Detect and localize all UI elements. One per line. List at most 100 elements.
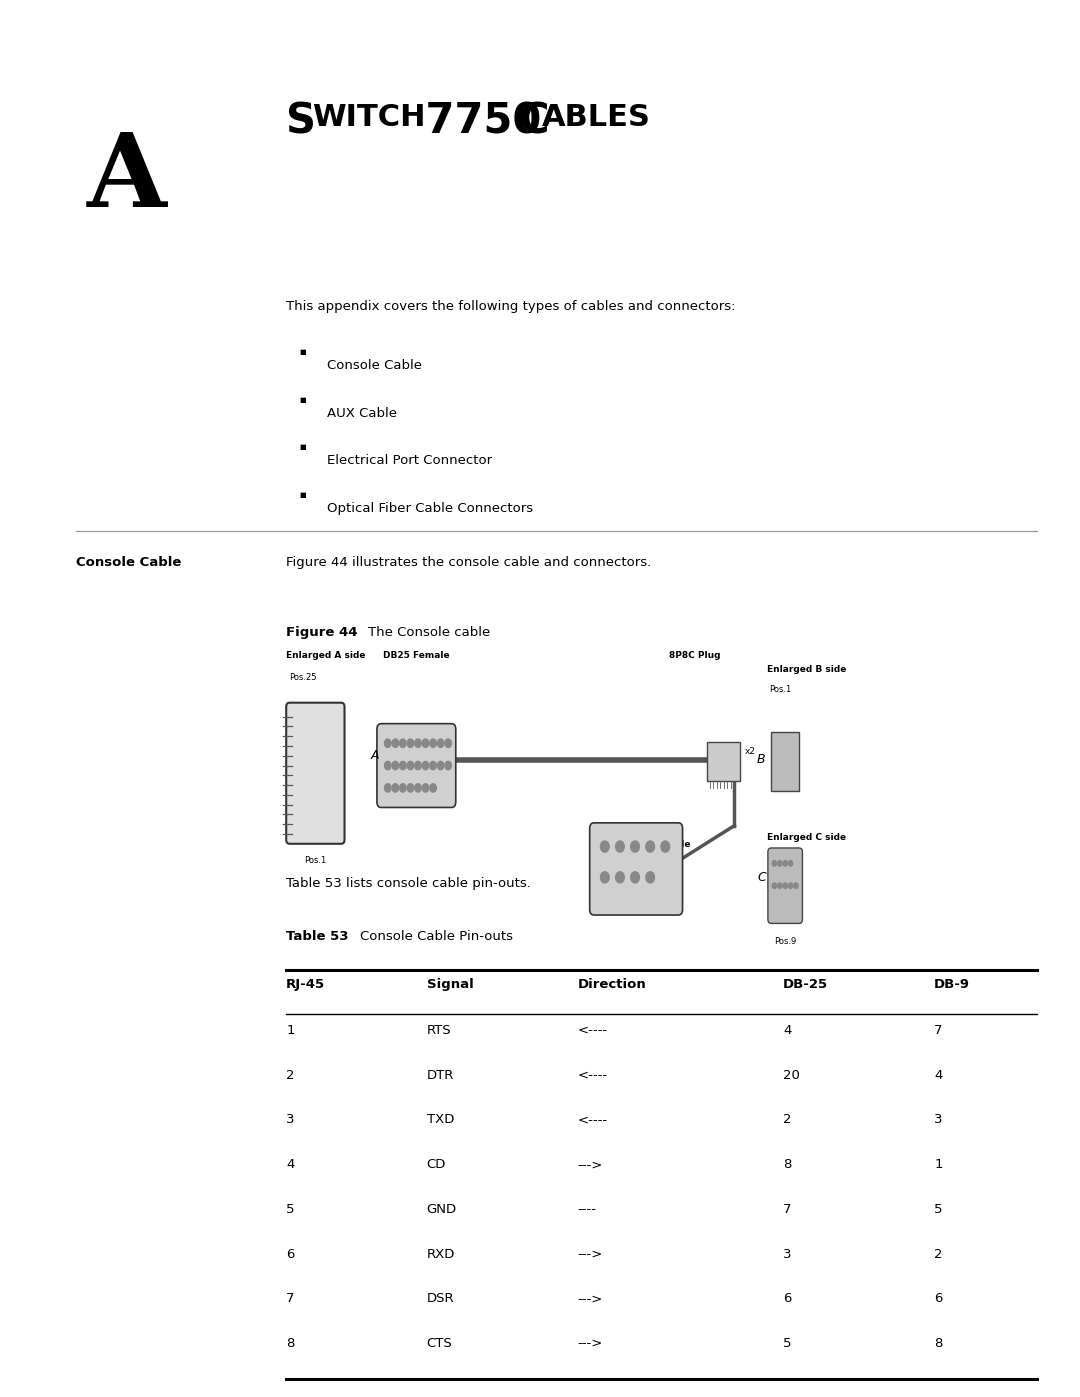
- Bar: [707, 742, 740, 781]
- Circle shape: [794, 883, 798, 888]
- Text: 1: 1: [286, 1024, 295, 1037]
- Circle shape: [400, 761, 406, 770]
- Circle shape: [384, 761, 391, 770]
- Circle shape: [646, 872, 654, 883]
- Text: Pos.1: Pos.1: [769, 852, 791, 861]
- Circle shape: [772, 861, 777, 866]
- Text: Enlarged C side: Enlarged C side: [767, 833, 846, 841]
- Text: DTR: DTR: [427, 1069, 454, 1081]
- Text: A: A: [370, 749, 379, 763]
- Text: 8P8C Plug: 8P8C Plug: [669, 651, 720, 659]
- Text: 4: 4: [783, 1024, 792, 1037]
- Circle shape: [778, 861, 782, 866]
- Text: DB-9: DB-9: [934, 978, 970, 990]
- Text: --->: --->: [578, 1158, 603, 1171]
- Text: DB-25: DB-25: [783, 978, 828, 990]
- Text: ■: ■: [299, 397, 306, 402]
- Circle shape: [600, 841, 609, 852]
- Text: RTS: RTS: [427, 1024, 451, 1037]
- Circle shape: [778, 883, 782, 888]
- Circle shape: [631, 872, 639, 883]
- Text: 7: 7: [286, 1292, 295, 1305]
- Text: 1: 1: [934, 1158, 943, 1171]
- Circle shape: [788, 861, 793, 866]
- Circle shape: [400, 784, 406, 792]
- Circle shape: [430, 784, 436, 792]
- Text: Console Cable Pin-outs: Console Cable Pin-outs: [360, 930, 513, 943]
- Text: --->: --->: [578, 1292, 603, 1305]
- Circle shape: [407, 761, 414, 770]
- Circle shape: [392, 784, 399, 792]
- Text: This appendix covers the following types of cables and connectors:: This appendix covers the following types…: [286, 300, 735, 313]
- Text: 2: 2: [934, 1248, 943, 1260]
- Text: S: S: [286, 101, 316, 142]
- Circle shape: [384, 739, 391, 747]
- Text: Signal: Signal: [427, 978, 473, 990]
- Circle shape: [430, 739, 436, 747]
- Circle shape: [616, 841, 624, 852]
- FancyBboxPatch shape: [590, 823, 683, 915]
- Circle shape: [783, 883, 787, 888]
- Text: 7750: 7750: [411, 101, 556, 142]
- Text: ----: ----: [578, 1203, 597, 1215]
- Text: <----: <----: [578, 1069, 608, 1081]
- Text: Optical Fiber Cable Connectors: Optical Fiber Cable Connectors: [327, 502, 534, 514]
- Text: DSR: DSR: [427, 1292, 455, 1305]
- Text: 4: 4: [286, 1158, 295, 1171]
- Text: Console Cable: Console Cable: [327, 359, 422, 372]
- Text: CTS: CTS: [427, 1337, 453, 1350]
- FancyBboxPatch shape: [286, 703, 345, 844]
- Circle shape: [445, 739, 451, 747]
- Text: Pos.25: Pos.25: [288, 673, 316, 682]
- Text: ■: ■: [299, 492, 306, 497]
- Text: 6: 6: [783, 1292, 792, 1305]
- Circle shape: [661, 841, 670, 852]
- Text: Figure 44 illustrates the console cable and connectors.: Figure 44 illustrates the console cable …: [286, 556, 651, 569]
- Text: WITCH: WITCH: [312, 103, 426, 133]
- Text: ■: ■: [299, 444, 306, 450]
- FancyBboxPatch shape: [377, 724, 456, 807]
- Text: ABLES: ABLES: [542, 103, 651, 133]
- Circle shape: [400, 739, 406, 747]
- Circle shape: [772, 883, 777, 888]
- Text: TXD: TXD: [427, 1113, 454, 1126]
- Text: A: A: [86, 129, 166, 228]
- Circle shape: [422, 761, 429, 770]
- Text: x2: x2: [745, 747, 756, 756]
- Text: Enlarged A side: Enlarged A side: [286, 651, 366, 659]
- Text: The Console cable: The Console cable: [368, 626, 490, 638]
- Bar: [771, 732, 799, 791]
- Circle shape: [415, 761, 421, 770]
- Circle shape: [430, 761, 436, 770]
- Text: Table 53 lists console cable pin-outs.: Table 53 lists console cable pin-outs.: [286, 877, 531, 890]
- Text: 8: 8: [934, 1337, 943, 1350]
- Text: --->: --->: [578, 1248, 603, 1260]
- Text: RXD: RXD: [427, 1248, 455, 1260]
- Circle shape: [437, 739, 444, 747]
- Text: 8: 8: [783, 1158, 792, 1171]
- Text: GND: GND: [427, 1203, 457, 1215]
- Circle shape: [600, 872, 609, 883]
- Text: DB9 Female: DB9 Female: [630, 840, 690, 848]
- Text: Table 53: Table 53: [286, 930, 349, 943]
- Text: C: C: [757, 870, 766, 884]
- Text: 6: 6: [286, 1248, 295, 1260]
- Text: 8: 8: [286, 1337, 295, 1350]
- Circle shape: [415, 739, 421, 747]
- Text: 5: 5: [783, 1337, 792, 1350]
- Text: Electrical Port Connector: Electrical Port Connector: [327, 454, 492, 467]
- Text: RJ-45: RJ-45: [286, 978, 325, 990]
- Text: <----: <----: [578, 1113, 608, 1126]
- Text: Pos.1: Pos.1: [769, 685, 791, 693]
- Text: 20: 20: [783, 1069, 800, 1081]
- Circle shape: [422, 784, 429, 792]
- Text: Direction: Direction: [578, 978, 647, 990]
- Circle shape: [646, 841, 654, 852]
- Text: 5: 5: [286, 1203, 295, 1215]
- Circle shape: [407, 784, 414, 792]
- Text: 7: 7: [783, 1203, 792, 1215]
- Text: Pos.9: Pos.9: [774, 937, 796, 946]
- Circle shape: [422, 739, 429, 747]
- Text: 2: 2: [286, 1069, 295, 1081]
- Text: 5: 5: [934, 1203, 943, 1215]
